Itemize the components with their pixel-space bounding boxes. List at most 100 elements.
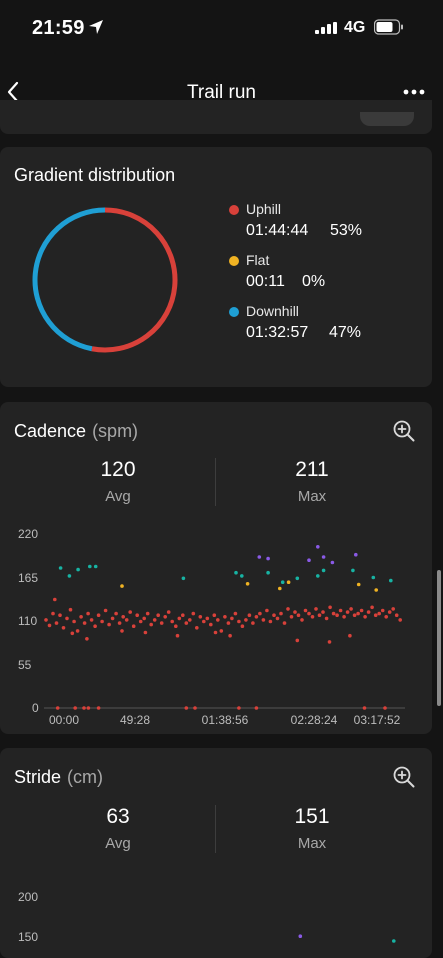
cadence-data-point: [85, 637, 89, 641]
gradient-donut-chart: [32, 207, 178, 353]
cadence-data-point: [293, 610, 297, 614]
x-tick-label: 01:38:56: [201, 713, 249, 727]
cadence-title-text: Cadence: [14, 421, 87, 441]
signal-bars-icon: [315, 22, 337, 34]
cadence-data-point: [212, 613, 217, 617]
y-tick-label: 165: [18, 571, 39, 585]
cadence-data-point: [184, 621, 189, 625]
cadence-data-point: [391, 607, 396, 611]
cadence-data-point: [121, 615, 125, 619]
cadence-data-point: [387, 610, 392, 614]
cadence-card: Cadence (spm) 120 Avg 211 Max 220 165 110…: [0, 402, 432, 734]
cadence-data-point: [181, 576, 186, 581]
flat-time: 00:11: [246, 273, 285, 290]
x-tick-label: 03:17:52: [353, 713, 401, 727]
cadence-data-point: [131, 624, 136, 628]
cadence-data-point: [359, 608, 364, 613]
cadence-zoom-in-icon[interactable]: [393, 420, 415, 442]
cadence-data-point: [198, 615, 203, 619]
cadence-data-point: [209, 622, 213, 627]
cadence-data-point: [363, 615, 367, 619]
toggle-switch[interactable]: [360, 112, 414, 126]
cadence-data-point: [88, 564, 92, 569]
back-chevron-icon[interactable]: [2, 78, 26, 106]
cadence-data-point: [174, 624, 178, 628]
cadence-data-point: [289, 615, 294, 619]
cadence-data-point: [170, 619, 174, 624]
uphill-label: Uphill: [246, 201, 282, 217]
downhill-percent: 47%: [329, 324, 362, 341]
cadence-data-point: [181, 613, 185, 617]
cadence-data-point: [331, 611, 336, 616]
cadence-data-point: [328, 605, 332, 610]
cadence-data-point: [93, 564, 98, 569]
cadence-data-point: [342, 615, 346, 619]
cadence-data-point: [245, 582, 250, 586]
cadence-data-point: [272, 613, 276, 617]
cadence-data-point: [51, 611, 55, 616]
cadence-data-point: [354, 552, 358, 557]
more-ellipsis-icon[interactable]: [400, 80, 428, 104]
cadence-data-point: [142, 616, 146, 621]
cadence-data-point: [226, 621, 231, 625]
location-arrow-icon: [89, 20, 103, 34]
cadence-data-point: [82, 706, 86, 710]
cadence-data-point: [219, 629, 224, 633]
cadence-data-point: [107, 622, 111, 627]
cadence-data-point: [338, 608, 343, 613]
cadence-data-point: [348, 633, 352, 638]
cadence-data-point: [280, 580, 285, 584]
cadence-avg-label: Avg: [105, 488, 131, 505]
uphill-time: 01:44:44: [246, 222, 309, 239]
stat-divider: [215, 458, 216, 506]
cadence-data-point: [321, 610, 325, 614]
cadence-data-point: [366, 610, 371, 614]
y-tick-label: 110: [18, 614, 38, 628]
cadence-data-point: [58, 613, 62, 617]
cadence-data-point: [237, 706, 241, 710]
y-tick-label: 200: [18, 890, 39, 904]
stride-zoom-in-icon[interactable]: [393, 766, 415, 788]
cadence-data-point: [307, 558, 311, 562]
y-tick-label: 220: [18, 527, 39, 541]
cadence-data-point: [251, 621, 255, 625]
cadence-data-point: [383, 706, 387, 710]
cadence-data-point: [374, 588, 379, 592]
cadence-data-point: [258, 611, 262, 616]
downhill-legend-dot: [229, 307, 239, 317]
cadence-data-point: [371, 575, 376, 580]
nav-bar: Trail run: [0, 66, 443, 118]
cadence-data-point: [128, 610, 132, 614]
cadence-avg-value: 120: [100, 458, 136, 481]
cadence-data-point: [72, 619, 76, 624]
cadence-data-point: [240, 574, 244, 578]
cadence-data-point: [349, 607, 353, 611]
cadence-data-point: [351, 568, 355, 573]
stride-title: Stride (cm): [14, 767, 103, 788]
cadence-data-point: [110, 616, 115, 621]
status-bar: 21:59 4G: [0, 0, 443, 58]
cadence-data-point: [120, 629, 124, 633]
cadence-data-point: [82, 621, 87, 625]
cadence-data-point: [275, 616, 280, 621]
x-tick-label: 49:28: [119, 713, 151, 727]
cadence-data-point: [286, 607, 290, 611]
cadence-data-point: [279, 611, 283, 616]
cadence-data-point: [394, 613, 399, 617]
cadence-data-point: [265, 608, 269, 613]
gradient-distribution-card: Gradient distribution Uphill 01:44:44 53…: [0, 147, 432, 387]
cadence-data-point: [177, 616, 182, 621]
cadence-data-point: [335, 613, 339, 617]
stride-max-label: Max: [297, 835, 327, 852]
cadence-data-point: [223, 615, 227, 619]
cadence-data-point: [266, 556, 270, 561]
cadence-data-point: [327, 640, 332, 644]
cadence-data-point: [193, 706, 197, 710]
cadence-data-point: [247, 613, 252, 617]
scrollbar[interactable]: [437, 570, 441, 706]
stat-divider: [215, 805, 216, 853]
cadence-data-point: [307, 611, 311, 616]
cadence-data-point: [175, 633, 180, 638]
cadence-data-point: [213, 630, 218, 635]
cadence-data-point: [268, 619, 273, 624]
